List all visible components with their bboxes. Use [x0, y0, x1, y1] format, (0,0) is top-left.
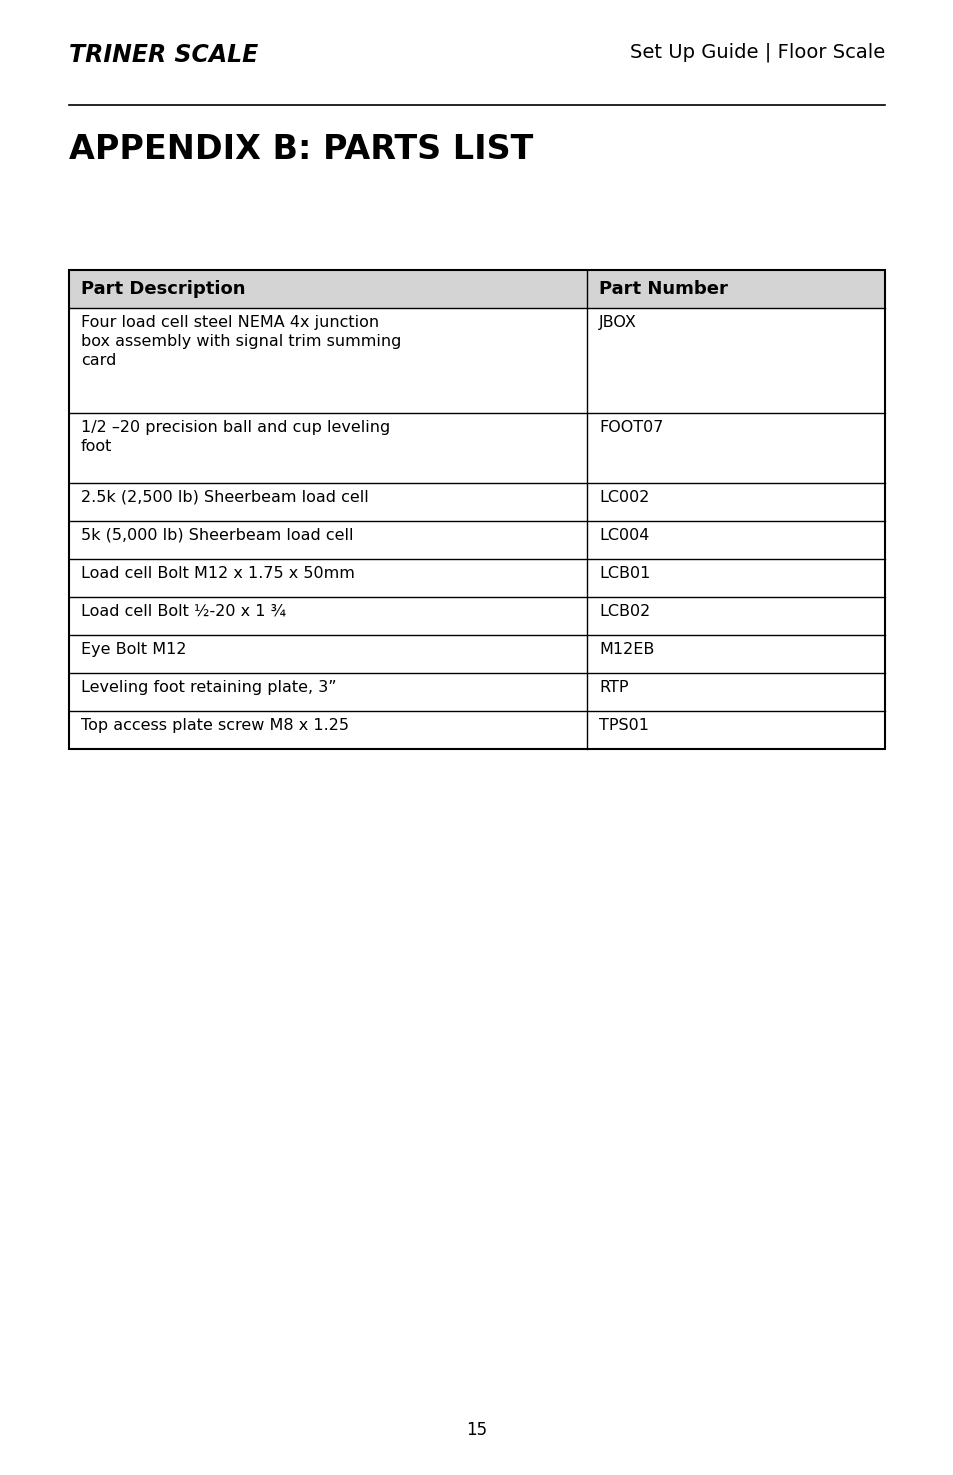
Text: FOOT07: FOOT07: [598, 420, 663, 435]
Text: Four load cell steel NEMA 4x junction
box assembly with signal trim summing
card: Four load cell steel NEMA 4x junction bo…: [81, 316, 400, 369]
Bar: [69, 270, 884, 308]
Text: JBOX: JBOX: [598, 316, 637, 330]
Text: Load cell Bolt M12 x 1.75 x 50mm: Load cell Bolt M12 x 1.75 x 50mm: [81, 566, 355, 581]
Text: TPS01: TPS01: [598, 718, 649, 733]
Text: Load cell Bolt ½-20 x 1 ¾: Load cell Bolt ½-20 x 1 ¾: [81, 603, 286, 620]
Text: LCB01: LCB01: [598, 566, 650, 581]
Text: Part Number: Part Number: [598, 280, 727, 298]
Text: LC004: LC004: [598, 528, 649, 543]
Text: 15: 15: [466, 1420, 487, 1440]
Text: APPENDIX B: PARTS LIST: APPENDIX B: PARTS LIST: [69, 133, 533, 167]
Text: 5k (5,000 lb) Sheerbeam load cell: 5k (5,000 lb) Sheerbeam load cell: [81, 528, 353, 543]
Text: Eye Bolt M12: Eye Bolt M12: [81, 642, 186, 656]
Text: Leveling foot retaining plate, 3”: Leveling foot retaining plate, 3”: [81, 680, 336, 695]
Text: Top access plate screw M8 x 1.25: Top access plate screw M8 x 1.25: [81, 718, 349, 733]
Text: Set Up Guide | Floor Scale: Set Up Guide | Floor Scale: [629, 43, 884, 62]
Text: TRINER SCALE: TRINER SCALE: [69, 43, 257, 66]
Text: LCB02: LCB02: [598, 603, 650, 620]
Text: 2.5k (2,500 lb) Sheerbeam load cell: 2.5k (2,500 lb) Sheerbeam load cell: [81, 490, 368, 504]
Text: Part Description: Part Description: [81, 280, 245, 298]
Text: RTP: RTP: [598, 680, 628, 695]
Bar: [69, 270, 884, 749]
Text: 1/2 –20 precision ball and cup leveling
foot: 1/2 –20 precision ball and cup leveling …: [81, 420, 390, 454]
Text: LC002: LC002: [598, 490, 649, 504]
Text: M12EB: M12EB: [598, 642, 654, 656]
